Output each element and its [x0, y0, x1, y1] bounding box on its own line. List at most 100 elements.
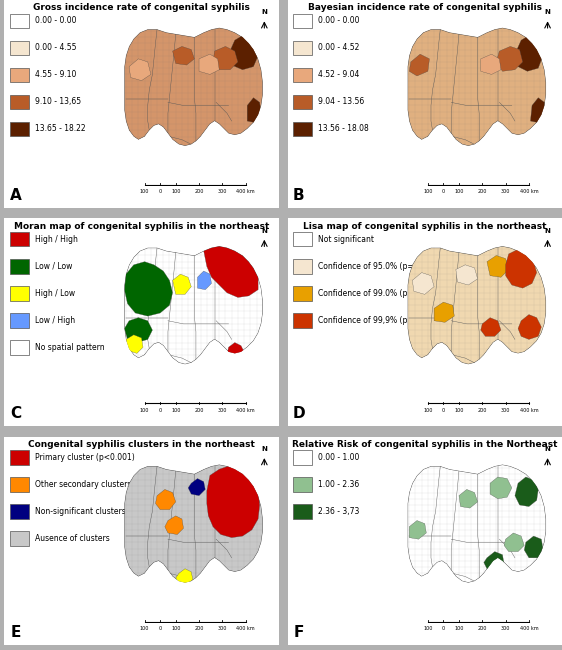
Text: Not significant: Not significant [318, 235, 374, 244]
Bar [293, 95, 312, 109]
Text: Lisa map of congenital syphilis in the northeast: Lisa map of congenital syphilis in the n… [303, 222, 547, 231]
Polygon shape [487, 255, 509, 278]
Polygon shape [176, 569, 193, 584]
Text: 100: 100 [454, 408, 464, 413]
Text: 9.10 - 13,65: 9.10 - 13,65 [35, 98, 81, 107]
Bar [10, 477, 29, 492]
Text: 1.00 - 2.36: 1.00 - 2.36 [318, 480, 359, 489]
Text: 300: 300 [501, 408, 510, 413]
Text: 100: 100 [140, 189, 149, 194]
Text: 400 km: 400 km [237, 189, 255, 194]
Text: 400 km: 400 km [520, 189, 538, 194]
Polygon shape [247, 98, 261, 123]
Text: Primary cluster (p<0.001): Primary cluster (p<0.001) [35, 453, 134, 462]
Bar [10, 259, 29, 274]
Text: No spatial pattern: No spatial pattern [35, 343, 105, 352]
Polygon shape [496, 46, 523, 72]
Text: Non-significant clusters (p>0.05): Non-significant clusters (p>0.05) [35, 507, 162, 516]
Text: Gross incidence rate of congenital syphilis: Gross incidence rate of congenital syphi… [33, 3, 250, 12]
Bar [10, 450, 29, 465]
Text: 300: 300 [501, 189, 510, 194]
Bar [10, 68, 29, 82]
Bar [293, 232, 312, 246]
Text: 0: 0 [442, 408, 445, 413]
Text: 300: 300 [217, 408, 227, 413]
Text: 0: 0 [442, 626, 445, 631]
Text: 100: 100 [423, 626, 433, 631]
Text: 200: 200 [194, 626, 203, 631]
Polygon shape [481, 318, 501, 336]
Bar [293, 259, 312, 274]
Text: 200: 200 [478, 189, 487, 194]
Text: 0.00 - 4.55: 0.00 - 4.55 [35, 44, 76, 53]
Text: Low / Low: Low / Low [35, 262, 72, 271]
Polygon shape [413, 272, 434, 294]
Polygon shape [504, 533, 524, 552]
Bar [10, 95, 29, 109]
Polygon shape [407, 465, 546, 582]
Text: 400 km: 400 km [520, 626, 538, 631]
Bar [293, 477, 312, 492]
Text: 100: 100 [171, 189, 180, 194]
Polygon shape [124, 28, 263, 146]
Text: 100: 100 [171, 408, 180, 413]
Bar [293, 504, 312, 519]
Text: 400 km: 400 km [520, 408, 538, 413]
Polygon shape [173, 274, 191, 294]
Text: Other secondary clusters (p<0.05): Other secondary clusters (p<0.05) [35, 480, 167, 489]
Text: 100: 100 [423, 189, 433, 194]
Text: Low / High: Low / High [35, 316, 75, 325]
Text: C: C [10, 406, 21, 421]
Text: B: B [293, 188, 305, 203]
Bar [10, 313, 29, 328]
Polygon shape [124, 246, 263, 364]
Text: Confidence of 99.0% (p=0.01): Confidence of 99.0% (p=0.01) [318, 289, 433, 298]
Polygon shape [518, 315, 541, 339]
Bar [10, 504, 29, 519]
Text: N: N [545, 227, 551, 234]
Text: 100: 100 [454, 189, 464, 194]
Polygon shape [188, 478, 205, 496]
Text: N: N [261, 227, 268, 234]
Polygon shape [129, 59, 151, 81]
Text: 100: 100 [423, 408, 433, 413]
Text: Bayesian incidence rate of congenital syphilis: Bayesian incidence rate of congenital sy… [308, 3, 542, 12]
Bar [293, 14, 312, 28]
Polygon shape [409, 54, 429, 76]
Text: A: A [10, 188, 21, 203]
Polygon shape [197, 271, 211, 290]
Polygon shape [409, 521, 427, 539]
Text: 0: 0 [442, 189, 445, 194]
Bar [10, 14, 29, 28]
Polygon shape [165, 516, 183, 534]
Text: 0: 0 [158, 189, 162, 194]
Text: 4.52 - 9.04: 4.52 - 9.04 [318, 70, 359, 79]
Text: 0: 0 [158, 408, 162, 413]
Bar [293, 68, 312, 82]
Polygon shape [506, 249, 537, 288]
Polygon shape [207, 466, 260, 538]
Polygon shape [126, 335, 143, 354]
Text: Relative Risk of congenital syphilis in the Northeast: Relative Risk of congenital syphilis in … [292, 440, 558, 449]
Bar [10, 532, 29, 546]
Polygon shape [213, 46, 238, 70]
Polygon shape [407, 246, 546, 364]
Polygon shape [524, 536, 543, 558]
Polygon shape [203, 246, 258, 298]
Polygon shape [156, 489, 176, 510]
Text: 100: 100 [140, 626, 149, 631]
Polygon shape [515, 477, 538, 506]
Text: 400 km: 400 km [237, 626, 255, 631]
Bar [10, 286, 29, 300]
Bar [293, 286, 312, 300]
Polygon shape [490, 477, 512, 499]
Polygon shape [407, 28, 546, 146]
Text: F: F [293, 625, 304, 640]
Polygon shape [434, 302, 454, 322]
Polygon shape [227, 343, 244, 358]
Text: 100: 100 [171, 626, 180, 631]
Bar [293, 40, 312, 55]
Text: 0: 0 [158, 626, 162, 631]
Text: 4.55 - 9.10: 4.55 - 9.10 [35, 70, 76, 79]
Text: Ausence of clusters: Ausence of clusters [35, 534, 110, 543]
